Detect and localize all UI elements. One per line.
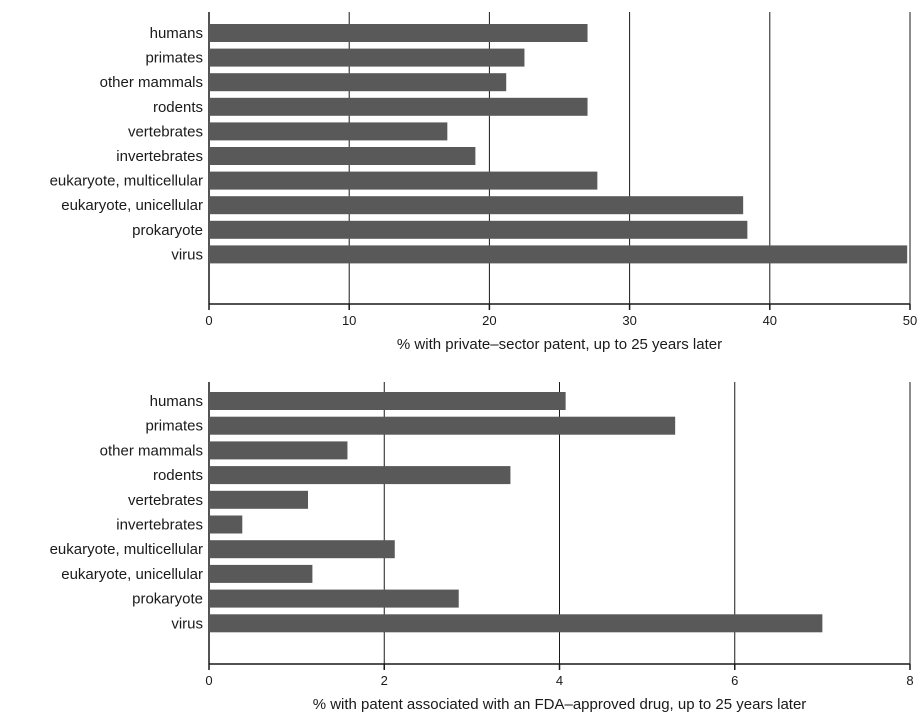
bar-rodents xyxy=(209,97,588,116)
x-tick-label: 8 xyxy=(906,673,913,688)
category-label: virus xyxy=(171,246,203,263)
category-label: virus xyxy=(171,615,203,632)
category-label: eukaryote, multicellular xyxy=(50,173,203,190)
x-tick-label: 50 xyxy=(903,313,917,328)
bar-humans xyxy=(209,24,588,42)
x-tick-label: 0 xyxy=(205,673,212,688)
category-label: other mammals xyxy=(100,442,203,459)
bar-eukaryote-multicellular xyxy=(209,540,395,559)
bar-eukaryote-unicellular xyxy=(209,564,313,583)
bar-other-mammals xyxy=(209,441,348,460)
x-tick-label: 30 xyxy=(622,313,636,328)
x-tick-label: 0 xyxy=(205,313,212,328)
category-label: eukaryote, multicellular xyxy=(50,541,203,558)
category-label: humans xyxy=(150,25,203,42)
bar-other-mammals xyxy=(209,73,507,92)
x-axis-title: % with private–sector patent, up to 25 y… xyxy=(397,336,722,353)
patent-chart-panel: humans primates other mammals rodents verteb… xyxy=(50,12,917,353)
category-label: prokaryote xyxy=(132,222,203,239)
category-label: other mammals xyxy=(100,74,203,91)
category-label: prokaryote xyxy=(132,591,203,608)
bar-invertebrates xyxy=(209,515,243,534)
category-label: primates xyxy=(145,50,203,67)
x-tick-label: 10 xyxy=(342,313,356,328)
category-label: eukaryote, unicellular xyxy=(61,566,203,583)
bar-vertebrates xyxy=(209,490,309,509)
category-label: invertebrates xyxy=(116,517,203,534)
bar-virus xyxy=(209,245,908,264)
bar-rodents xyxy=(209,466,511,485)
bar-vertebrates xyxy=(209,122,448,141)
category-label: vertebrates xyxy=(128,492,203,509)
bar-primates xyxy=(209,416,676,435)
bar-eukaryote-unicellular xyxy=(209,196,744,215)
category-label: rodents xyxy=(153,467,203,484)
bar-primates xyxy=(209,48,525,67)
bar-eukaryote-multicellular xyxy=(209,171,598,190)
bar-humans xyxy=(209,392,566,410)
x-tick-label: 2 xyxy=(381,673,388,688)
category-label: humans xyxy=(150,393,203,410)
bar-prokaryote xyxy=(209,589,459,608)
x-tick-label: 20 xyxy=(482,313,496,328)
x-tick-label: 4 xyxy=(556,673,563,688)
category-label: rodents xyxy=(153,99,203,116)
category-label: invertebrates xyxy=(116,148,203,165)
x-tick-label: 40 xyxy=(763,313,777,328)
bar-virus xyxy=(209,614,823,633)
x-tick-label: 6 xyxy=(731,673,738,688)
category-label: eukaryote, unicellular xyxy=(61,197,203,214)
category-label: vertebrates xyxy=(128,123,203,140)
x-axis-title: % with patent associated with an FDA–app… xyxy=(313,696,807,713)
bar-invertebrates xyxy=(209,147,476,165)
bar-prokaryote xyxy=(209,220,748,239)
category-label: primates xyxy=(145,418,203,435)
fda-drug-chart-panel: humans primates other mammals rodents verteb… xyxy=(50,382,914,713)
